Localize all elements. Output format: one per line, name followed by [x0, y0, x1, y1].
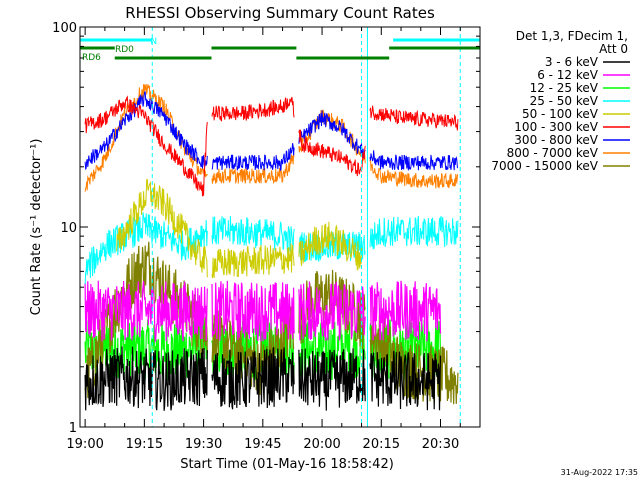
series-line-3 — [84, 212, 459, 285]
y-tick-label: 10 — [60, 221, 77, 236]
legend-label: 7000 - 15000 keV — [491, 159, 598, 173]
y-axis-label: Count Rate (s⁻¹ detector⁻¹) — [29, 139, 44, 316]
series-line-6 — [84, 91, 458, 172]
legend-label: 12 - 25 keV — [530, 81, 599, 95]
flag-label: RD6 — [82, 53, 101, 63]
flag-label: RD0 — [115, 45, 134, 55]
x-tick-label: 19:00 — [66, 437, 103, 452]
legend-label: 3 - 6 keV — [545, 55, 599, 69]
y-tick-label: 1 — [69, 421, 77, 436]
generated-timestamp: 31-Aug-2022 17:35 — [561, 468, 638, 477]
x-tick-label: 20:00 — [303, 437, 340, 452]
y-tick-label: 100 — [52, 21, 77, 36]
x-axis-label: Start Time (01-May-16 18:58:42) — [180, 457, 394, 472]
x-tick-label: 20:30 — [422, 437, 459, 452]
info-line-1: Det 1,3, FDecim 1, — [516, 29, 628, 43]
series-line-4 — [116, 178, 362, 279]
series-line-7 — [84, 84, 459, 192]
series-line-1 — [84, 280, 442, 344]
legend-label: 300 - 800 keV — [514, 133, 598, 147]
plot-area — [84, 84, 459, 411]
legend-label: 800 - 7000 keV — [507, 146, 599, 160]
x-tick-label: 19:45 — [244, 437, 281, 452]
x-tick-label: 20:15 — [363, 437, 400, 452]
x-tick-label: 19:30 — [185, 437, 222, 452]
legend-label: 50 - 100 keV — [522, 107, 599, 121]
legend-label: 100 - 300 keV — [514, 120, 598, 134]
chart-title: RHESSI Observing Summary Count Rates — [125, 4, 435, 22]
series-line-0 — [84, 346, 442, 411]
flag-label: N — [150, 37, 157, 47]
series-line-5 — [84, 95, 459, 197]
legend-label: 25 - 50 keV — [530, 94, 599, 108]
legend-label: 6 - 12 keV — [537, 68, 599, 82]
x-tick-label: 19:15 — [126, 437, 163, 452]
info-line-2: Att 0 — [599, 42, 628, 56]
